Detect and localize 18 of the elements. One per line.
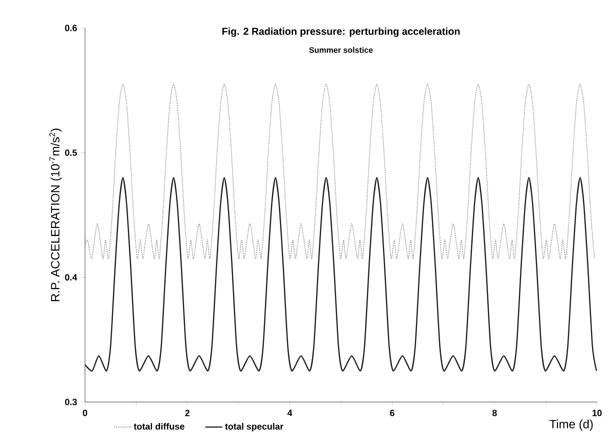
- legend-label: total specular: [225, 423, 284, 432]
- x-axis-title: Time (d): [550, 420, 593, 431]
- x-tick-label: 0: [82, 410, 88, 416]
- x-tick-label: 2: [185, 410, 190, 416]
- y-tick-label: 0.5: [65, 149, 77, 156]
- y-tick-label: 0.3: [65, 398, 77, 406]
- x-tick-label: 6: [390, 410, 394, 416]
- x-tick-label: 10: [592, 410, 602, 416]
- x-tick-label: 4: [287, 410, 292, 416]
- y-tick-label: 0.6: [65, 24, 77, 32]
- chart-title: Fig. 2 Radiation pressure: perturbing acceleration: [222, 28, 460, 37]
- line-series: [84, 177, 598, 372]
- text: Summer solstice: [309, 46, 373, 53]
- x-tick-label: 8: [492, 410, 497, 416]
- legend-label: total diffuse: [134, 423, 184, 430]
- line-series: [84, 84, 595, 260]
- y-tick-label: 0.4: [65, 274, 78, 281]
- y-axis-title: R.P. ACCELERATION (10$^{-7}$m/s$^{2}$): [49, 128, 62, 302]
